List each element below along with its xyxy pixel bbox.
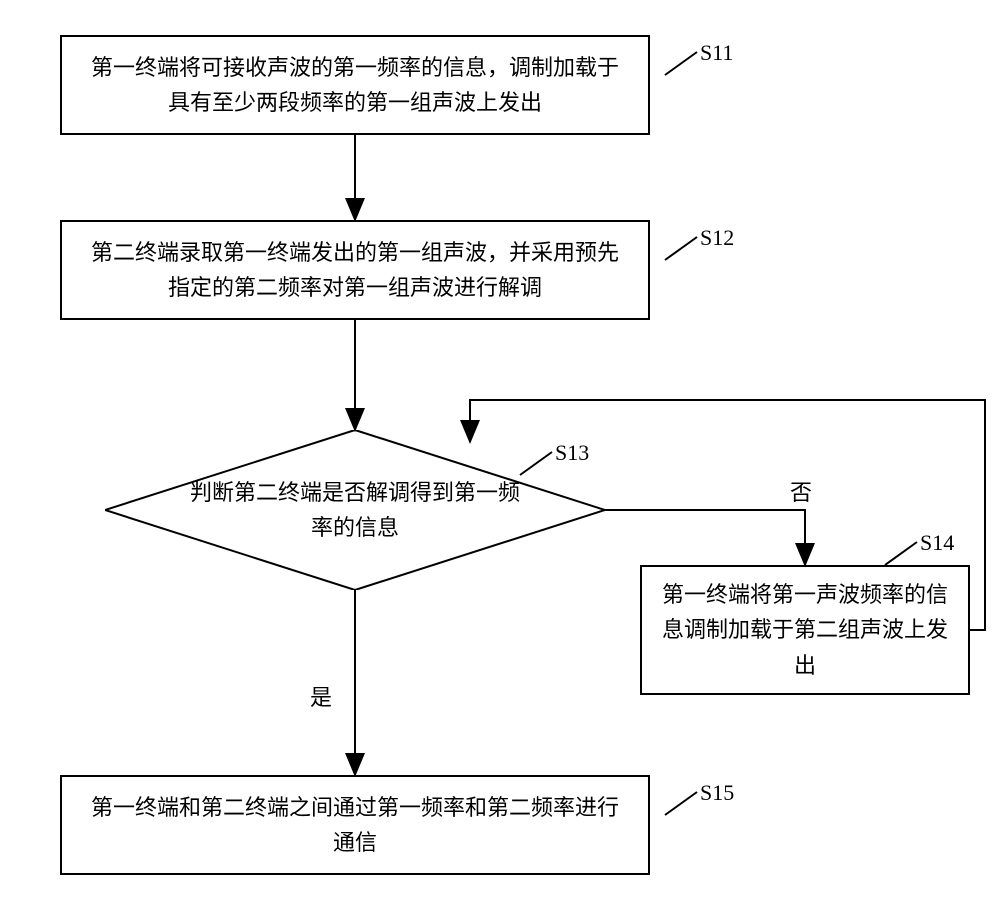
step-s13-diamond: 判断第二终端是否解调得到第一频率的信息 xyxy=(105,430,605,590)
step-s12-text: 第二终端录取第一终端发出的第一组声波，并采用预先指定的第二频率对第一组声波进行解… xyxy=(82,235,628,305)
edge-label-yes: 是 xyxy=(310,680,332,712)
step-s12-box: 第二终端录取第一终端发出的第一组声波，并采用预先指定的第二频率对第一组声波进行解… xyxy=(60,220,650,320)
step-s14-box: 第一终端将第一声波频率的信息调制加载于第二组声波上发出 xyxy=(640,565,970,695)
step-s11-text: 第一终端将可接收声波的第一频率的信息，调制加载于具有至少两段频率的第一组声波上发… xyxy=(82,50,628,120)
edge-label-no: 否 xyxy=(790,475,812,507)
step-s13-text: 判断第二终端是否解调得到第一频率的信息 xyxy=(185,475,525,545)
label-s12: S12 xyxy=(700,225,734,251)
label-s11: S11 xyxy=(700,40,733,66)
step-s11-box: 第一终端将可接收声波的第一频率的信息，调制加载于具有至少两段频率的第一组声波上发… xyxy=(60,35,650,135)
label-s13: S13 xyxy=(555,440,589,466)
step-s14-text: 第一终端将第一声波频率的信息调制加载于第二组声波上发出 xyxy=(662,577,948,683)
step-s15-box: 第一终端和第二终端之间通过第一频率和第二频率进行通信 xyxy=(60,775,650,875)
label-s15: S15 xyxy=(700,780,734,806)
label-s14: S14 xyxy=(920,530,954,556)
flowchart-canvas: 第一终端将可接收声波的第一频率的信息，调制加载于具有至少两段频率的第一组声波上发… xyxy=(0,0,1000,906)
step-s15-text: 第一终端和第二终端之间通过第一频率和第二频率进行通信 xyxy=(82,790,628,860)
